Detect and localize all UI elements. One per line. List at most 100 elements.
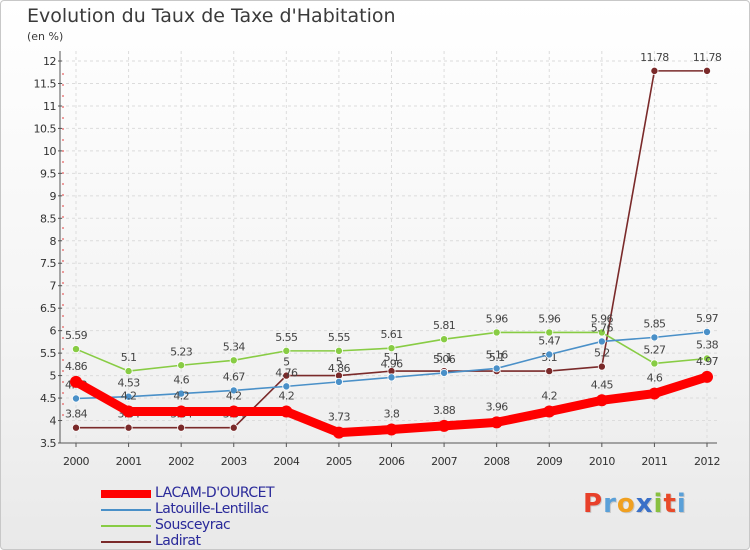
data-label: 5.81 (433, 319, 455, 332)
y-tick-label: 4.5 (40, 392, 56, 405)
data-point (650, 66, 659, 75)
data-point (703, 354, 712, 363)
x-tick-label: 2006 (379, 455, 405, 468)
data-point (282, 371, 291, 380)
data-point (492, 328, 501, 337)
logo-letter: i (653, 489, 664, 519)
logo-letter: t (663, 489, 677, 519)
data-label: 4.97 (696, 355, 719, 368)
data-point (122, 405, 135, 418)
data-point (177, 361, 186, 370)
data-label: 3.73 (328, 411, 351, 424)
data-point (385, 423, 398, 436)
legend-swatch (101, 525, 151, 527)
data-label: 4.76 (275, 366, 298, 379)
data-label: 11.78 (640, 51, 669, 64)
data-label: 4.2 (541, 390, 557, 403)
data-point (650, 333, 659, 342)
proxiti-logo: Proxiti (583, 489, 687, 519)
data-point (543, 405, 556, 418)
data-label: 3.96 (486, 400, 509, 413)
data-point (175, 405, 188, 418)
data-label: 4.96 (380, 357, 403, 370)
legend-swatch (101, 509, 151, 511)
y-tick-label: 8.5 (40, 212, 56, 225)
data-point (229, 356, 238, 365)
x-tick-label: 2007 (431, 455, 457, 468)
data-label: 5.96 (538, 312, 561, 325)
y-tick-label: 5.5 (40, 347, 56, 360)
y-tick-label: 12 (43, 55, 56, 68)
data-point (229, 423, 238, 432)
data-point (597, 362, 606, 371)
data-label: 5.23 (170, 345, 193, 358)
data-label: 5.97 (696, 312, 719, 325)
x-tick-label: 2005 (326, 455, 352, 468)
x-tick-label: 2009 (536, 455, 562, 468)
data-label: 5.1 (489, 351, 505, 364)
x-tick-label: 2011 (641, 455, 667, 468)
data-point (282, 382, 291, 391)
chart-title: Evolution du Taux de Taxe d'Habitation (27, 5, 396, 27)
y-tick-label: 5 (50, 370, 57, 383)
x-tick-label: 2001 (116, 455, 142, 468)
y-tick-label: 8 (50, 235, 57, 248)
data-point (387, 344, 396, 353)
data-point (177, 389, 186, 398)
logo-letter: x (635, 489, 654, 519)
data-point (387, 373, 396, 382)
logo-letter: r (603, 489, 617, 519)
data-point (124, 423, 133, 432)
y-tick-label: 9 (50, 190, 57, 203)
data-label: 3.88 (433, 404, 456, 417)
logo-letter: i (676, 489, 687, 519)
data-label: 5.55 (275, 331, 298, 344)
data-label: 4.53 (118, 377, 141, 390)
data-point (177, 423, 186, 432)
data-point (334, 346, 343, 355)
x-tick-label: 2008 (484, 455, 510, 468)
y-tick-label: 10 (43, 145, 56, 158)
data-label: 4.6 (647, 372, 663, 385)
data-point (703, 327, 712, 336)
data-label: 4.2 (121, 390, 137, 403)
x-tick-label: 2003 (221, 455, 247, 468)
data-point (595, 394, 608, 407)
y-tick-label: 6 (50, 325, 57, 338)
data-label: 5.06 (433, 353, 456, 366)
data-point (650, 359, 659, 368)
y-tick-label: 3.5 (40, 437, 56, 450)
data-point (440, 368, 449, 377)
data-label: 5.34 (223, 340, 246, 353)
data-label: 4.6 (173, 374, 189, 387)
data-point (124, 392, 133, 401)
data-label: 5.61 (380, 328, 402, 341)
data-point (597, 337, 606, 346)
data-label: 5.1 (384, 351, 400, 364)
data-point (227, 405, 240, 418)
data-label: 4.2 (226, 390, 242, 403)
legend-label: LACAM-D'OURCET (155, 485, 275, 501)
legend-label: Latouille-Lentillac (155, 501, 269, 517)
data-point (70, 375, 82, 388)
data-label: 5.1 (436, 351, 452, 364)
data-label: 5.27 (643, 343, 666, 356)
data-point (701, 370, 713, 383)
data-point (648, 387, 661, 400)
x-tick-label: 2012 (694, 455, 720, 468)
data-point (72, 423, 81, 432)
data-point (282, 346, 291, 355)
x-tick-label: 2002 (168, 455, 194, 468)
data-point (492, 364, 501, 373)
y-tick-label: 4 (50, 415, 57, 428)
data-label: 4.2 (278, 390, 294, 403)
logo-letter: o (616, 489, 636, 519)
y-tick-label: 7.5 (40, 257, 56, 270)
data-label: 5.38 (696, 339, 719, 352)
y-tick-label: 7 (50, 280, 57, 293)
data-point (545, 328, 554, 337)
data-point (490, 416, 503, 429)
y-tick-label: 6.5 (40, 302, 56, 315)
data-point (280, 405, 293, 418)
